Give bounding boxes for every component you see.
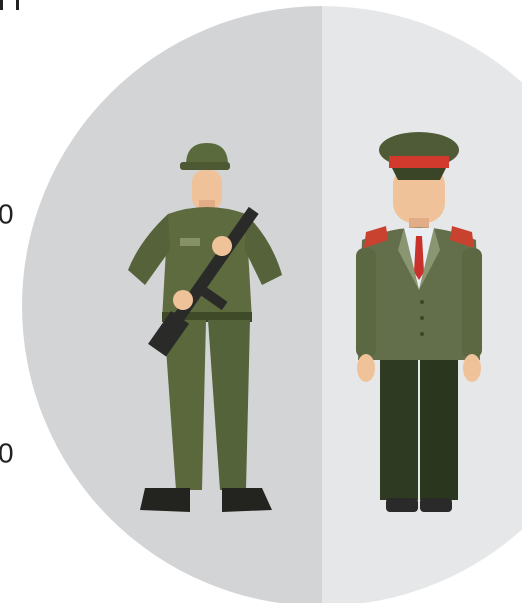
axis-label: 0	[0, 437, 14, 468]
illustration: 0 0	[0, 0, 522, 603]
cropped-glyph	[16, 0, 19, 10]
axis-label: 0	[0, 198, 14, 229]
cropped-glyph	[0, 0, 3, 10]
